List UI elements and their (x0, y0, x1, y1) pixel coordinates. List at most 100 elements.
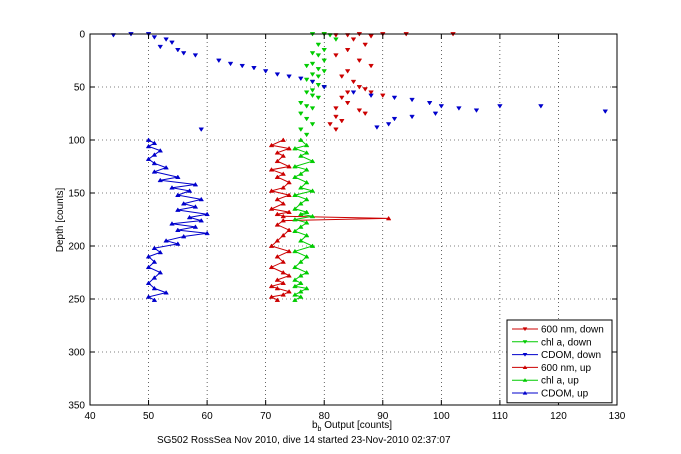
y-tick-label: 250 (68, 295, 85, 306)
data-point (274, 150, 281, 155)
data-point (292, 297, 298, 302)
data-point (303, 269, 310, 275)
data-point (268, 283, 275, 289)
data-point (175, 192, 181, 197)
data-point (303, 179, 310, 185)
data-point (274, 174, 281, 179)
data-point (145, 280, 152, 285)
data-point (292, 174, 298, 179)
data-point (268, 243, 275, 248)
data-point (274, 211, 281, 217)
legend-entry-label: CDOM, up (541, 389, 589, 400)
y-tick-label: 0 (79, 30, 85, 41)
data-point (374, 125, 380, 130)
data-point (274, 285, 281, 291)
data-point (333, 127, 339, 132)
data-point (286, 145, 292, 151)
data-point (303, 150, 310, 155)
x-axis-label-subscript: b (318, 426, 322, 433)
data-point (292, 206, 298, 211)
data-point (157, 249, 164, 255)
data-point (309, 213, 316, 219)
data-point (280, 232, 286, 238)
data-point (175, 48, 181, 53)
data-point (292, 192, 298, 197)
data-point (409, 97, 415, 103)
data-point (216, 58, 222, 64)
data-point (157, 177, 164, 183)
data-point (157, 148, 164, 153)
data-point (309, 93, 316, 99)
data-point (186, 188, 193, 193)
series-cdom-up (145, 137, 210, 302)
series-layer (110, 32, 609, 302)
data-point (309, 106, 316, 111)
data-point (303, 77, 310, 83)
data-point (321, 58, 327, 64)
data-point (298, 259, 304, 264)
data-point (303, 116, 310, 122)
data-point (303, 254, 310, 259)
data-point (274, 196, 281, 202)
data-point (274, 277, 281, 282)
data-point (303, 132, 310, 138)
data-point (286, 227, 292, 232)
data-point (204, 211, 210, 217)
data-point (426, 101, 433, 106)
data-point (286, 289, 292, 294)
data-point (315, 83, 322, 88)
data-point (280, 269, 286, 275)
x-tick-label: 110 (492, 411, 508, 422)
data-point (163, 165, 169, 170)
data-point (292, 277, 298, 282)
legend-swatch-marker (522, 352, 528, 357)
data-point (298, 185, 304, 190)
data-point (280, 185, 286, 190)
data-point (292, 163, 298, 169)
data-point (298, 171, 304, 176)
data-point (356, 85, 363, 90)
x-tick-label: 60 (202, 411, 214, 422)
y-tick-label: 100 (68, 136, 85, 147)
data-point (292, 145, 298, 151)
data-point (286, 273, 292, 278)
data-point (280, 137, 286, 142)
data-point (315, 67, 322, 72)
plot-area-frame (89, 33, 618, 406)
data-point (151, 160, 158, 166)
data-point (303, 220, 310, 225)
data-point (198, 218, 205, 223)
data-point (602, 109, 609, 114)
data-point (280, 171, 286, 176)
x-axis-label-rest: Output [counts] (321, 420, 392, 431)
data-point (286, 192, 292, 197)
data-point (175, 241, 181, 246)
data-point (327, 122, 333, 127)
data-point (163, 37, 169, 42)
data-point (180, 51, 187, 56)
axis-ticks: 40 50 60 70 80 90 100 110 120 130 0 50 100 150 200 250 3… (68, 30, 625, 423)
data-point (274, 297, 281, 302)
data-point (309, 243, 316, 248)
data-point (180, 233, 187, 239)
data-point (151, 140, 158, 146)
series-600-nm-down (321, 32, 456, 132)
data-point (292, 228, 298, 234)
data-point (292, 283, 298, 289)
data-point (309, 158, 316, 164)
data-point (175, 207, 181, 212)
data-point (368, 34, 374, 39)
legend-swatch-marker (522, 340, 528, 344)
data-point (280, 259, 286, 264)
y-tick-label: 300 (68, 348, 85, 359)
x-tick-label: 120 (550, 411, 567, 422)
data-point (157, 269, 164, 275)
y-axis-label: Depth [counts] (55, 188, 66, 253)
data-point (333, 37, 339, 42)
x-tick-label: 130 (609, 411, 626, 422)
legend-swatch-marker (522, 378, 528, 382)
data-point (298, 294, 304, 299)
data-point (280, 280, 286, 285)
data-point (175, 227, 181, 232)
